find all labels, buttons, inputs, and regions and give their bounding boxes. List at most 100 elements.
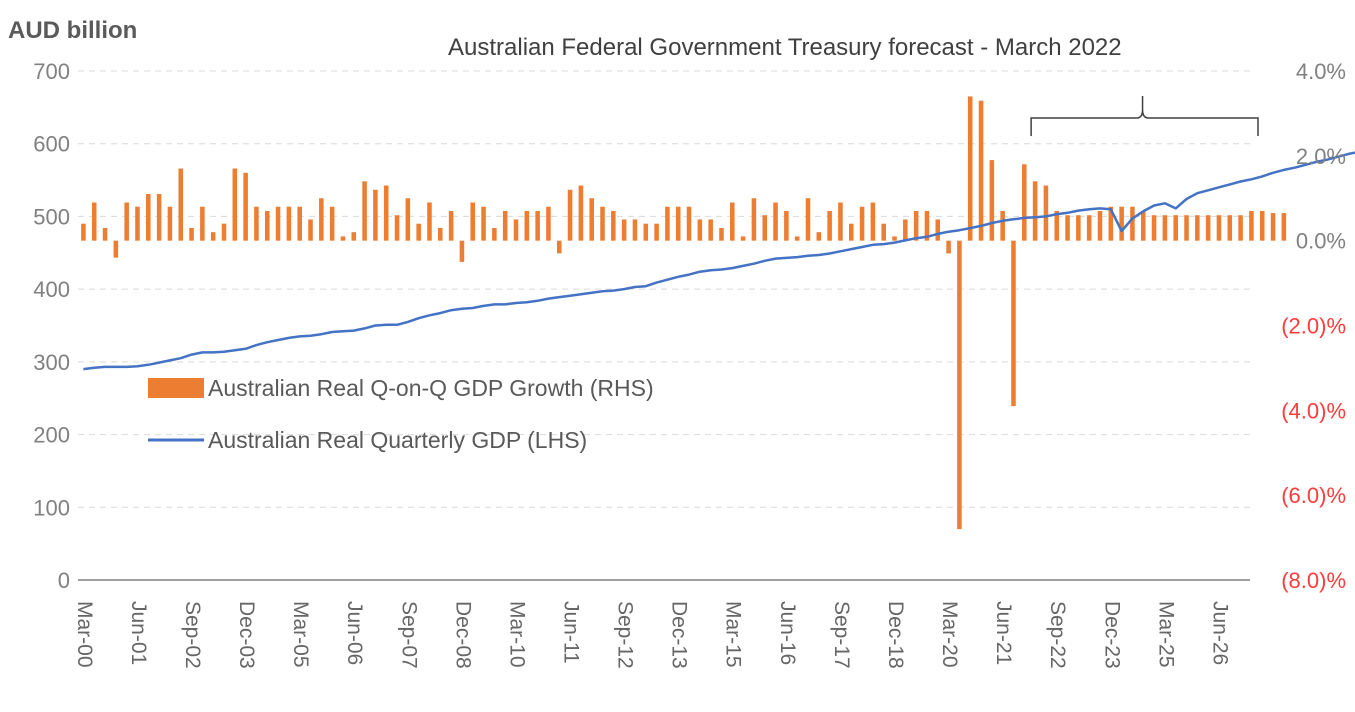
forecast-bracket xyxy=(1030,96,1259,136)
growth-bar xyxy=(665,206,670,241)
gdp-line xyxy=(83,151,1355,371)
growth-bar xyxy=(481,206,486,241)
growth-bar xyxy=(470,202,476,241)
left-tick-label: 600 xyxy=(33,132,70,157)
x-tick-label: Mar-20 xyxy=(938,601,961,668)
x-tick-label: Dec-13 xyxy=(668,601,691,669)
growth-bar xyxy=(146,194,151,241)
x-tick-label: Mar-00 xyxy=(73,601,96,668)
left-y-axis-labels: 0 100 200 300 400 500 600 700 xyxy=(33,59,70,593)
right-tick-label: (2.0)% xyxy=(1281,314,1346,339)
right-tick-label: (8.0)% xyxy=(1281,568,1346,593)
growth-bar xyxy=(1140,210,1146,241)
legend-bar-label: Australian Real Q-on-Q GDP Growth (RHS) xyxy=(208,375,654,401)
growth-bar xyxy=(329,206,335,241)
growth-bar xyxy=(1173,215,1178,241)
growth-bar xyxy=(913,210,919,241)
x-tick-label: Mar-25 xyxy=(1154,601,1177,668)
legend-line-label: Australian Real Quarterly GDP (LHS) xyxy=(208,427,587,453)
growth-bar xyxy=(967,96,973,241)
growth-bar xyxy=(1000,210,1005,241)
left-tick-label: 500 xyxy=(33,204,70,229)
growth-bar xyxy=(1097,210,1103,241)
x-tick-label: Jun-06 xyxy=(343,601,366,665)
growth-bar xyxy=(167,206,173,241)
x-tick-label: Sep-02 xyxy=(181,601,204,669)
right-tick-label: 0.0% xyxy=(1296,229,1346,254)
x-axis-labels: Mar-00 Jun-01 Sep-02 Dec-03 Mar-05 Jun-06 Sep-… xyxy=(73,601,1232,669)
growth-bar xyxy=(113,240,119,258)
x-tick-label: Dec-08 xyxy=(451,601,474,669)
growth-bar xyxy=(654,223,659,241)
growth-bar xyxy=(686,206,692,241)
growth-bar xyxy=(340,236,346,241)
x-tick-label: Sep-12 xyxy=(614,601,637,669)
x-tick-label: Mar-10 xyxy=(505,601,528,668)
growth-bar xyxy=(643,223,649,241)
growth-bar xyxy=(1184,215,1189,241)
growth-bar xyxy=(394,215,400,241)
growth-bar xyxy=(200,206,205,241)
growth-bar xyxy=(1043,185,1049,241)
growth-bar xyxy=(351,232,357,241)
growth-bar xyxy=(383,185,389,241)
gdp-line-path xyxy=(83,151,1355,371)
right-y-axis-labels: 4.0% 2.0% 0.0% (2.0)% (4.0)% (6.0)% (8.0)% xyxy=(1281,59,1346,593)
forecast-annotation: Australian Federal Government Treasury f… xyxy=(448,34,1122,61)
growth-bar xyxy=(719,227,724,241)
growth-bar xyxy=(675,206,681,241)
growth-bars xyxy=(81,96,1287,530)
growth-bar xyxy=(556,240,562,254)
growth-bar xyxy=(416,223,421,241)
left-tick-label: 0 xyxy=(58,568,70,593)
growth-bar xyxy=(308,219,313,241)
growth-bar xyxy=(1238,215,1243,241)
left-tick-label: 700 xyxy=(33,59,70,84)
left-tick-label: 400 xyxy=(33,277,70,302)
growth-bar xyxy=(838,202,843,241)
growth-bar xyxy=(805,198,811,241)
growth-bar xyxy=(1195,215,1200,241)
x-tick-label: Jun-21 xyxy=(992,601,1015,665)
right-tick-label: (6.0)% xyxy=(1281,483,1346,508)
growth-bar xyxy=(784,210,789,241)
growth-bar xyxy=(794,236,800,241)
x-tick-label: Jun-11 xyxy=(560,601,583,664)
growth-bar xyxy=(567,189,573,241)
growth-bar xyxy=(1054,210,1060,241)
growth-bar xyxy=(816,232,822,241)
growth-bar xyxy=(740,236,746,241)
growth-bar xyxy=(751,198,757,241)
growth-bar xyxy=(1205,215,1211,241)
growth-bar xyxy=(1032,181,1038,241)
growth-bar xyxy=(156,194,162,241)
x-tick-label: Mar-05 xyxy=(289,601,312,668)
growth-bar xyxy=(1270,213,1276,241)
growth-bar xyxy=(1108,206,1114,241)
growth-bar xyxy=(989,160,995,241)
growth-bar xyxy=(1130,206,1135,241)
growth-bar xyxy=(697,219,703,241)
growth-bar xyxy=(1119,206,1124,241)
growth-bar xyxy=(178,168,184,241)
left-axis-unit-label: AUD billion xyxy=(8,17,137,44)
growth-bar xyxy=(881,223,886,241)
x-tick-label: Dec-03 xyxy=(235,601,258,669)
growth-bar xyxy=(859,206,865,241)
right-tick-label: 4.0% xyxy=(1296,59,1346,84)
growth-bar xyxy=(730,202,735,241)
x-tick-label: Jun-16 xyxy=(776,601,799,665)
growth-bar xyxy=(546,206,551,241)
growth-bar xyxy=(438,227,443,241)
growth-bar xyxy=(297,206,302,241)
growth-bar xyxy=(611,210,616,241)
growth-bar xyxy=(762,215,768,241)
x-tick-label: Dec-23 xyxy=(1100,601,1123,669)
growth-bar xyxy=(513,219,519,241)
growth-bar xyxy=(243,172,248,241)
growth-bar xyxy=(102,227,108,241)
growth-bar xyxy=(1249,210,1254,241)
growth-bar xyxy=(1259,210,1265,241)
right-tick-label: (4.0)% xyxy=(1281,398,1346,423)
forecast-bracket-path xyxy=(1030,96,1259,136)
